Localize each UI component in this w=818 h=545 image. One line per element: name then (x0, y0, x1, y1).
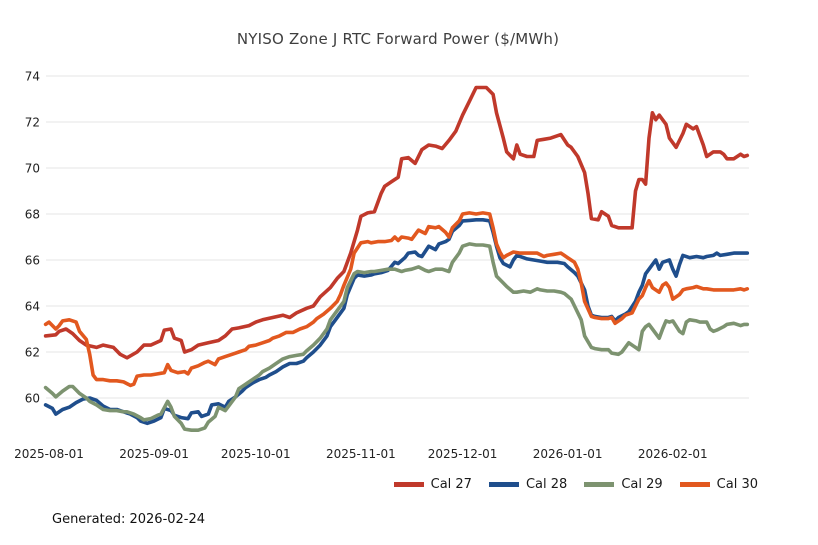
svg-text:2026-01-01: 2026-01-01 (533, 447, 603, 461)
legend-swatch-icon (393, 482, 424, 487)
svg-text:2025-12-01: 2025-12-01 (428, 447, 498, 461)
series-line-cal-27 (43, 85, 750, 360)
svg-text:74: 74 (25, 70, 40, 84)
series-line-cal-29 (43, 242, 750, 433)
legend-label: Cal 30 (716, 477, 758, 492)
gridlines (46, 75, 749, 399)
svg-text:2025-10-01: 2025-10-01 (221, 447, 291, 461)
chart-legend: Cal 27 Cal 28 Cal 29 Cal 30 (393, 477, 758, 492)
legend-label: Cal 29 (621, 477, 663, 492)
svg-text:2026-02-01: 2026-02-01 (638, 447, 708, 461)
legend-swatch-icon (679, 482, 710, 487)
series-line-cal-28 (43, 218, 750, 426)
legend-item-cal-29: Cal 29 (584, 477, 663, 492)
legend-swatch-icon (584, 482, 615, 487)
series-line-cal-30 (43, 211, 750, 388)
chart-title: NYISO Zone J RTC Forward Power ($/MWh) (236, 30, 560, 48)
svg-text:70: 70 (25, 162, 40, 176)
svg-text:68: 68 (25, 208, 40, 222)
svg-text:2025-11-01: 2025-11-01 (326, 447, 396, 461)
svg-text:60: 60 (25, 392, 40, 406)
generated-date-note: Generated: 2026-02-24 (52, 512, 206, 527)
svg-text:2025-09-01: 2025-09-01 (119, 447, 189, 461)
svg-text:72: 72 (25, 116, 40, 130)
svg-text:2025-08-01: 2025-08-01 (14, 447, 84, 461)
legend-swatch-icon (488, 482, 519, 487)
legend-item-cal-28: Cal 28 (488, 477, 568, 492)
y-axis-tick-labels: 60 62 64 66 68 70 72 74 (25, 70, 40, 406)
svg-text:66: 66 (25, 254, 40, 268)
series-lines (43, 85, 750, 433)
legend-item-cal-27: Cal 27 (393, 477, 472, 492)
legend-label: Cal 27 (430, 477, 472, 492)
svg-text:64: 64 (25, 300, 40, 314)
legend-label: Cal 28 (525, 477, 568, 492)
x-axis-tick-labels: 2025-08-01 2025-09-01 2025-10-01 2025-11-01… (14, 447, 708, 461)
legend-item-cal-30: Cal 30 (679, 477, 758, 492)
svg-text:62: 62 (25, 346, 40, 360)
